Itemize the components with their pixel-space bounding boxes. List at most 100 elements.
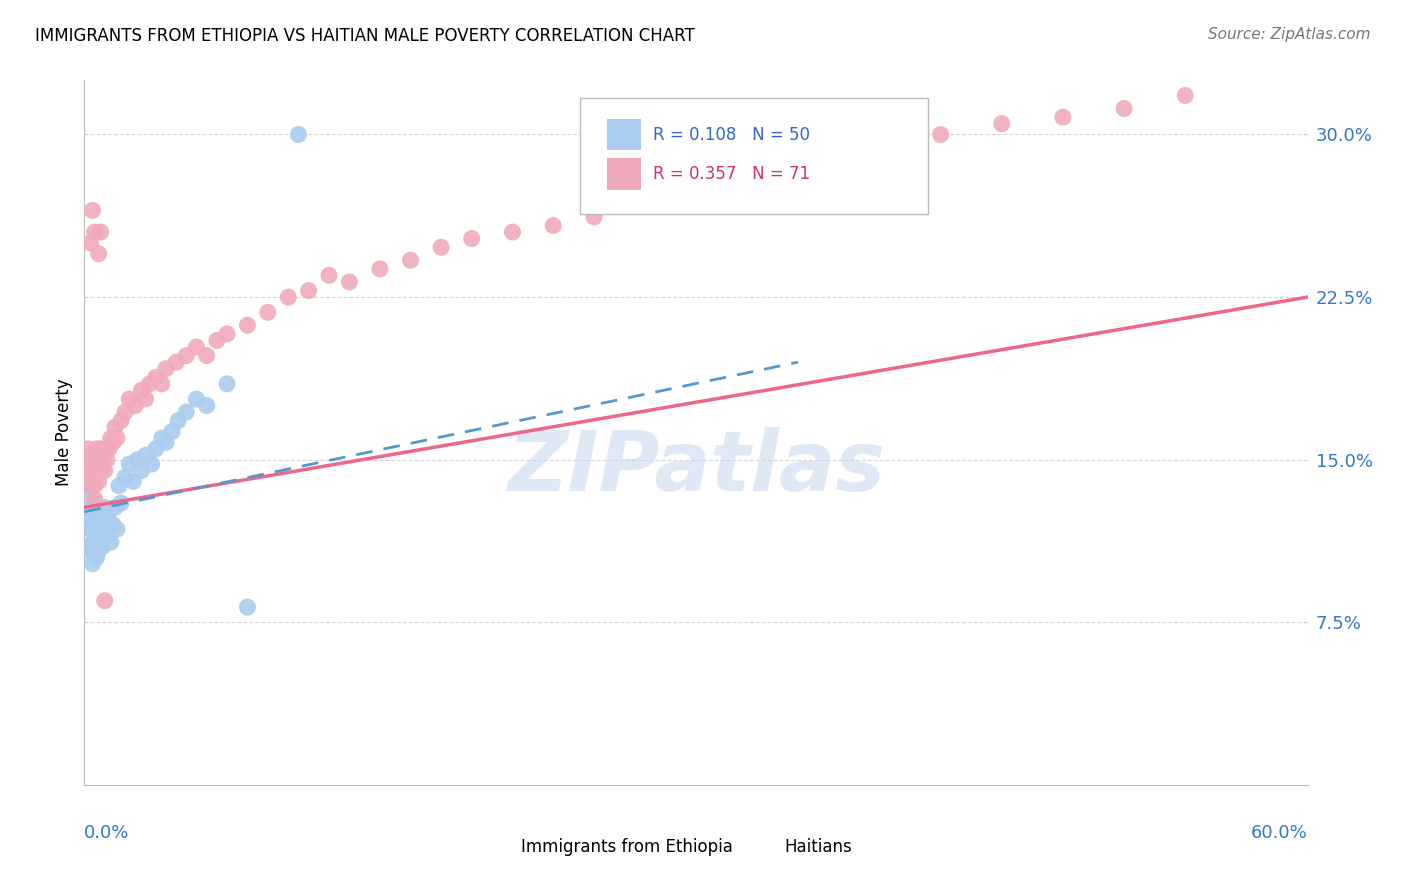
Point: [104, 420, 127, 434]
Point: [87, 452, 110, 467]
Point: [624, 197, 647, 211]
Point: [339, 275, 361, 289]
Point: [79, 479, 101, 493]
Point: [1174, 88, 1197, 103]
Point: [257, 305, 280, 319]
Point: [502, 225, 524, 239]
Point: [86, 550, 108, 565]
Point: [87, 246, 110, 260]
Point: [100, 431, 122, 445]
Text: 60.0%: 60.0%: [1251, 823, 1308, 842]
FancyBboxPatch shape: [606, 119, 641, 151]
Point: [104, 500, 127, 515]
Point: [138, 376, 160, 391]
Point: [706, 175, 728, 189]
Point: [135, 449, 157, 463]
Point: [83, 457, 105, 471]
Point: [318, 268, 340, 283]
Point: [83, 491, 105, 506]
Point: [82, 470, 104, 484]
Point: [86, 464, 108, 478]
Point: [195, 399, 218, 413]
Point: [87, 475, 110, 489]
Point: [155, 361, 177, 376]
Point: [93, 593, 115, 607]
Point: [665, 188, 688, 202]
Point: [127, 452, 149, 467]
Point: [79, 457, 101, 471]
Point: [83, 517, 105, 532]
Point: [205, 334, 228, 348]
FancyBboxPatch shape: [488, 838, 515, 857]
Point: [79, 500, 101, 515]
Point: [86, 442, 108, 456]
Point: [90, 442, 112, 456]
Point: [108, 479, 131, 493]
Point: [86, 507, 108, 521]
Point: [83, 479, 105, 493]
Point: [141, 457, 163, 471]
Point: [90, 528, 112, 542]
Text: 0.0%: 0.0%: [84, 823, 129, 842]
Point: [174, 349, 197, 363]
Point: [124, 399, 146, 413]
Point: [236, 600, 259, 615]
Point: [91, 457, 114, 471]
Point: [91, 540, 114, 554]
Point: [929, 128, 952, 142]
Point: [96, 528, 118, 542]
Point: [97, 513, 120, 527]
Point: [145, 370, 167, 384]
Point: [93, 464, 115, 478]
Point: [86, 528, 108, 542]
Point: [75, 507, 97, 521]
Point: [131, 384, 153, 398]
Point: [583, 210, 606, 224]
Point: [114, 470, 136, 484]
Point: [114, 405, 136, 419]
Point: [135, 392, 157, 406]
Point: [90, 464, 112, 478]
Point: [101, 517, 124, 532]
Y-axis label: Male Poverty: Male Poverty: [55, 379, 73, 486]
Point: [155, 435, 177, 450]
Point: [110, 496, 132, 510]
Point: [75, 485, 97, 500]
Point: [217, 376, 239, 391]
Point: [79, 235, 101, 250]
Text: Immigrants from Ethiopia: Immigrants from Ethiopia: [522, 838, 733, 856]
Point: [150, 376, 173, 391]
Point: [807, 153, 830, 168]
Point: [93, 522, 115, 536]
Point: [747, 167, 769, 181]
FancyBboxPatch shape: [606, 158, 641, 190]
Point: [167, 414, 190, 428]
Point: [869, 138, 891, 153]
Point: [430, 240, 453, 254]
Point: [82, 203, 104, 218]
Point: [298, 284, 321, 298]
Text: R = 0.108   N = 50: R = 0.108 N = 50: [654, 126, 810, 144]
Point: [75, 475, 97, 489]
Point: [277, 290, 299, 304]
Point: [77, 540, 100, 554]
Point: [186, 340, 208, 354]
Text: R = 0.357   N = 71: R = 0.357 N = 71: [654, 165, 810, 183]
Point: [77, 442, 100, 456]
Point: [1114, 102, 1136, 116]
Point: [83, 225, 105, 239]
Point: [145, 442, 167, 456]
Point: [100, 535, 122, 549]
Point: [105, 522, 128, 536]
Point: [287, 128, 309, 142]
Point: [461, 231, 484, 245]
Point: [160, 425, 183, 439]
Point: [131, 464, 153, 478]
Point: [93, 442, 115, 456]
Point: [236, 318, 259, 333]
Point: [122, 475, 145, 489]
Point: [77, 464, 100, 478]
Point: [118, 457, 141, 471]
Point: [118, 392, 141, 406]
Point: [82, 449, 104, 463]
